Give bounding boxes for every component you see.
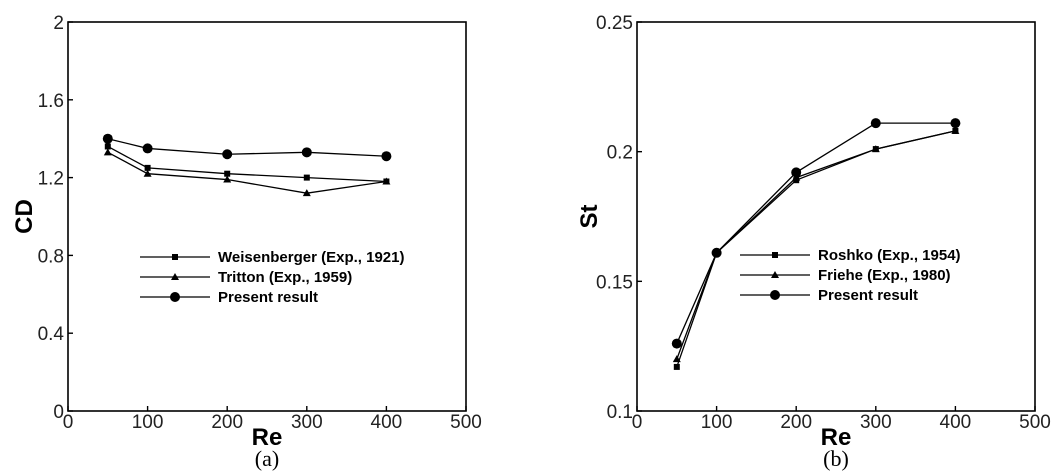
legend-marker xyxy=(770,290,780,300)
legend: Roshko (Exp., 1954) Friehe (Exp., 1980) Pr… xyxy=(740,247,961,304)
legend: Weisenberger (Exp., 1921) Tritton (Exp., … xyxy=(140,249,404,306)
y-tick-label: 0.25 xyxy=(596,13,633,34)
y-tick-label: 0.8 xyxy=(38,246,64,267)
x-tick-label: 300 xyxy=(291,412,323,433)
data-point xyxy=(950,118,961,129)
legend-marker xyxy=(170,292,180,302)
series-1 xyxy=(103,148,391,197)
data-point xyxy=(103,148,112,156)
data-point xyxy=(871,145,880,153)
data-point xyxy=(223,175,232,183)
data-point xyxy=(302,189,311,197)
data-point xyxy=(672,355,681,363)
y-tick-label: 1.2 xyxy=(38,169,64,190)
panel-caption: (a) xyxy=(255,446,279,471)
series-line xyxy=(107,151,387,194)
x-tick-label: 400 xyxy=(371,412,403,433)
data-point xyxy=(870,118,881,129)
y-tick-label: 1.6 xyxy=(38,91,64,112)
plot-frame xyxy=(636,21,1036,412)
x-tick-label: 100 xyxy=(701,412,733,433)
y-tick-label: 0.4 xyxy=(38,324,65,345)
data-point xyxy=(144,164,151,171)
series-line xyxy=(676,130,956,360)
legend-marker xyxy=(772,252,778,258)
legend-label: Friehe (Exp., 1980) xyxy=(818,267,951,284)
x-tick-label: 500 xyxy=(1019,412,1051,433)
data-point xyxy=(951,126,960,134)
x-axis-title: Re xyxy=(821,424,852,451)
data-point xyxy=(224,170,231,177)
y-tick-label: 0.1 xyxy=(607,402,633,423)
x-tick-label: 500 xyxy=(450,412,482,433)
y-axis-title: St xyxy=(576,204,603,228)
data-point xyxy=(222,149,233,160)
chart-panel-a: 0 100 200 300 400 500 0 0.4 0.8 1.2 1.6 2 Re CD (a) Wei… xyxy=(11,13,482,471)
plot-frame xyxy=(67,21,467,412)
data-point xyxy=(303,174,310,181)
data-point xyxy=(104,143,111,150)
y-axis-title: CD xyxy=(11,199,38,234)
data-point xyxy=(711,247,722,258)
data-point xyxy=(102,133,113,144)
x-tick-label: 400 xyxy=(940,412,972,433)
x-tick-label: 0 xyxy=(63,412,74,433)
series-line xyxy=(676,122,956,344)
x-tick-label: 200 xyxy=(211,412,243,433)
legend-label: Present result xyxy=(218,289,318,306)
legend-label: Tritton (Exp., 1959) xyxy=(218,269,352,286)
legend-marker xyxy=(771,271,779,278)
series-2 xyxy=(102,133,392,162)
legend-label: Roshko (Exp., 1954) xyxy=(818,247,961,264)
y-tick-label: 0 xyxy=(53,402,64,423)
data-point xyxy=(791,167,802,178)
data-point xyxy=(143,169,152,177)
data-point xyxy=(673,363,680,370)
series-1 xyxy=(672,126,960,363)
legend-label: Present result xyxy=(818,287,918,304)
x-tick-label: 100 xyxy=(132,412,164,433)
legend-marker xyxy=(172,254,178,260)
x-tick-label: 300 xyxy=(860,412,892,433)
x-tick-label: 0 xyxy=(632,412,643,433)
x-tick-label: 200 xyxy=(780,412,812,433)
data-point xyxy=(301,147,312,158)
legend-marker xyxy=(171,273,179,280)
x-axis-title: Re xyxy=(252,424,283,451)
panel-caption: (b) xyxy=(823,446,849,471)
y-tick-label: 2 xyxy=(53,13,64,34)
data-point xyxy=(381,151,392,162)
y-tick-label: 0.15 xyxy=(596,272,633,293)
data-point xyxy=(382,177,391,185)
series-2 xyxy=(671,118,961,349)
data-point xyxy=(142,143,153,154)
y-tick-label: 0.2 xyxy=(607,143,633,164)
data-point xyxy=(671,338,682,349)
chart-panel-b: 0 100 200 300 400 500 0.1 0.15 0.2 0.25 Re St (b) Ros… xyxy=(576,13,1051,471)
legend-label: Weisenberger (Exp., 1921) xyxy=(218,249,404,266)
